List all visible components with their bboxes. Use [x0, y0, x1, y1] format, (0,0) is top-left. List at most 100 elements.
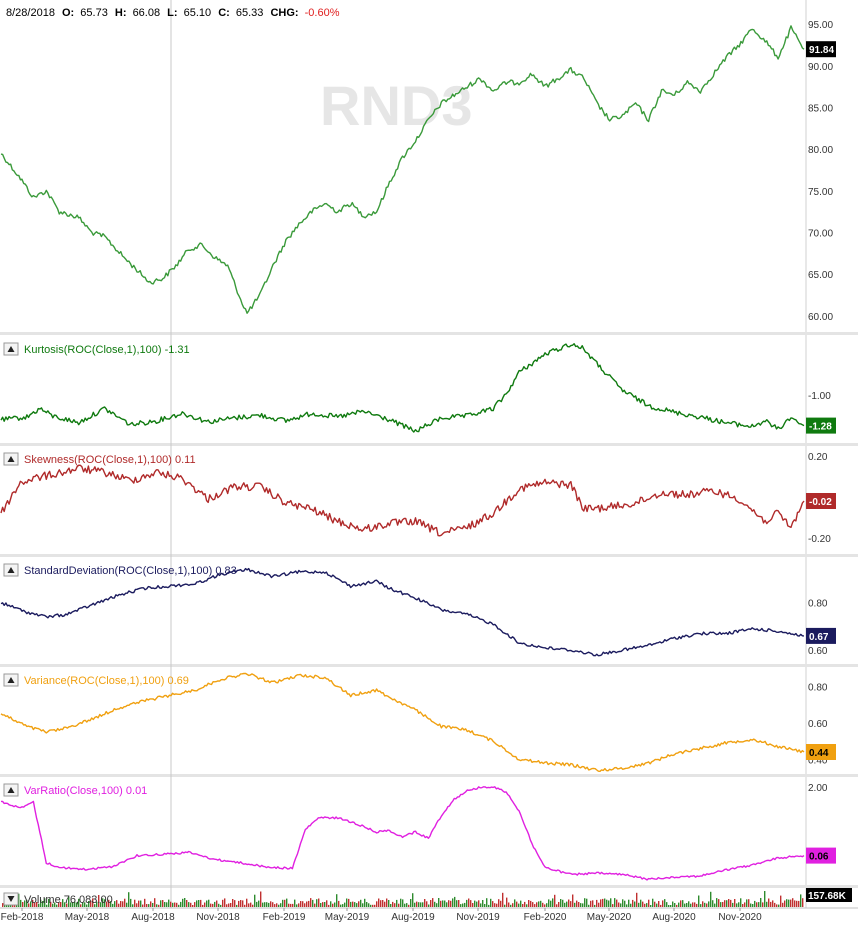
variance-line[interactable]	[0, 672, 805, 772]
volume-bar	[496, 903, 498, 907]
volume-collapse-button[interactable]	[3, 892, 19, 906]
volume-bar	[636, 892, 638, 907]
volume-bar	[234, 900, 236, 907]
volume-bar	[566, 901, 568, 907]
volume-bar	[300, 901, 302, 907]
panel-separator[interactable]	[0, 885, 858, 888]
volume-bar	[644, 903, 646, 907]
collapse-triangle-icon	[7, 567, 15, 573]
skewness-collapse-button[interactable]	[3, 452, 19, 466]
volume-bar	[756, 902, 758, 907]
series-layer	[0, 25, 805, 881]
volume-bar	[90, 900, 92, 907]
volume-bar	[774, 902, 776, 907]
volume-bar	[712, 900, 714, 907]
variance-y-tick: 0.60	[808, 719, 828, 730]
volume-label: Volume 76,083.00	[24, 894, 113, 906]
variance-last-value: 0.44	[809, 748, 829, 759]
volume-bar	[648, 899, 650, 907]
volume-bar	[728, 899, 730, 907]
volume-bar	[334, 902, 336, 907]
volume-bar	[372, 904, 374, 907]
collapse-triangle-icon	[7, 677, 15, 683]
volume-bar	[48, 898, 50, 907]
variance-collapse-button[interactable]	[3, 673, 19, 687]
price-y-tick: 95.00	[808, 20, 833, 31]
volume-bar	[670, 905, 672, 907]
volume-bar	[664, 899, 666, 907]
panel-separator[interactable]	[0, 774, 858, 777]
panel-labels: Kurtosis(ROC(Close,1),100) -1.31 Skewness…	[3, 342, 237, 906]
volume-bar	[554, 894, 556, 907]
volume-bar	[492, 901, 494, 907]
skewness-line[interactable]	[0, 464, 805, 537]
volume-bar	[696, 903, 698, 907]
volume-bar	[620, 903, 622, 907]
volume-bar	[494, 903, 496, 907]
x-axis-tick-label: Feb-2019	[263, 912, 306, 923]
volume-bar	[368, 903, 370, 907]
volume-bar	[250, 902, 252, 907]
volume-bar	[152, 903, 154, 907]
panel-separator[interactable]	[0, 664, 858, 667]
kurtosis-line[interactable]	[0, 343, 805, 433]
price-y-tick: 70.00	[808, 229, 833, 240]
volume-bar	[172, 902, 174, 907]
volume-bar	[302, 901, 304, 907]
volume-bar	[202, 904, 204, 907]
volume-bar	[154, 898, 156, 907]
volume-bar	[582, 903, 584, 907]
volume-bar	[616, 899, 618, 907]
varratio-collapse-button[interactable]	[3, 783, 19, 797]
volume-bar	[102, 898, 104, 907]
volume-bar	[746, 899, 748, 907]
varratio-line[interactable]	[1, 786, 805, 881]
volume-bar	[354, 902, 356, 907]
volume-bar	[124, 898, 126, 907]
volume-last-value: 157.68K	[808, 891, 847, 902]
volume-bar	[232, 899, 234, 907]
volume-bar	[52, 903, 54, 907]
stddev-line[interactable]	[0, 567, 805, 657]
volume-bar	[434, 901, 436, 907]
volume-bar	[656, 903, 658, 907]
volume-bar	[544, 904, 546, 907]
kurtosis-collapse-button[interactable]	[3, 342, 19, 356]
volume-bar	[454, 896, 456, 907]
volume-bar	[784, 900, 786, 907]
volume-bar	[128, 892, 130, 907]
volume-bar	[742, 904, 744, 907]
volume-bar	[242, 900, 244, 907]
price-line[interactable]	[0, 25, 805, 314]
volume-bar	[226, 904, 228, 907]
stddev-collapse-button[interactable]	[3, 563, 19, 577]
volume-bar	[218, 903, 220, 907]
volume-bar	[738, 902, 740, 907]
volume-bar	[436, 903, 438, 907]
volume-bar	[500, 900, 502, 907]
volume-bar	[304, 903, 306, 907]
volume-bar	[714, 903, 716, 907]
panel-separator[interactable]	[0, 554, 858, 557]
volume-bar	[34, 902, 36, 907]
volume-bar	[138, 900, 140, 907]
x-axis-tick-label: Feb-2018	[1, 912, 44, 923]
volume-bar	[462, 903, 464, 907]
panel-separator[interactable]	[0, 332, 858, 335]
volume-bar	[626, 904, 628, 907]
volume-bar	[518, 903, 520, 907]
volume-bar	[112, 903, 114, 907]
volume-bar	[184, 898, 186, 907]
volume-bar	[64, 902, 66, 907]
variance-y-tick: 0.80	[808, 682, 828, 693]
volume-bar	[478, 900, 480, 907]
volume-bar	[652, 898, 654, 907]
price-last-value: 91.84	[809, 45, 834, 56]
panel-separator[interactable]	[0, 443, 858, 446]
variance-last-badge	[806, 744, 836, 760]
volume-bar	[72, 902, 74, 907]
volume-bar	[658, 901, 660, 907]
volume-bar	[596, 899, 598, 907]
volume-bar	[642, 901, 644, 907]
